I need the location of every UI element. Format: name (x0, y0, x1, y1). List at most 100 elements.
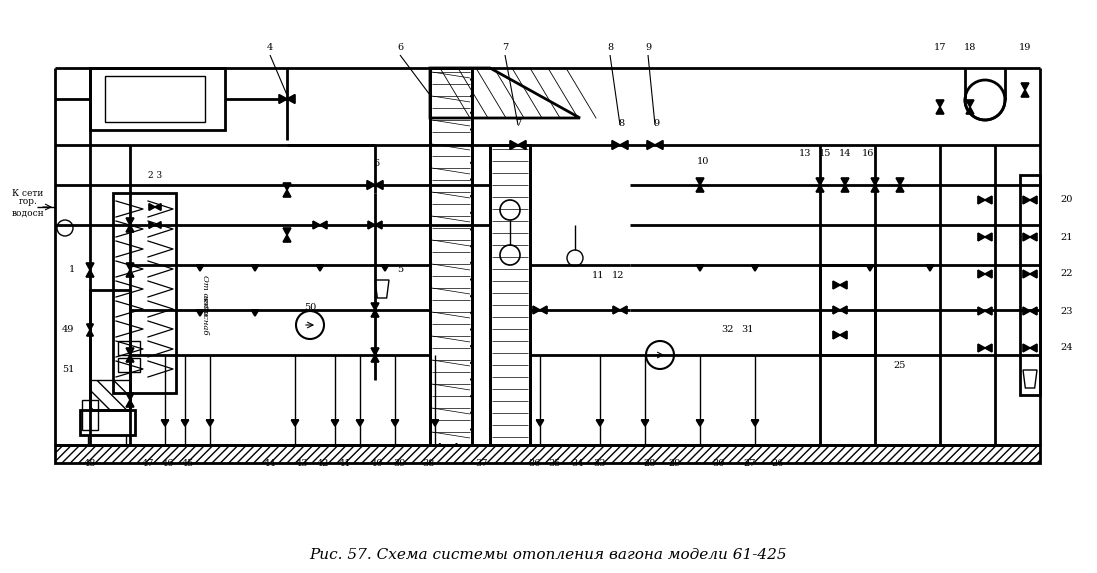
Polygon shape (1030, 344, 1037, 352)
Text: 7: 7 (514, 119, 521, 128)
Bar (55, 445, 1040, 463)
Text: От сети: От сети (201, 274, 210, 315)
Text: водосн: водосн (12, 209, 44, 218)
Polygon shape (871, 185, 879, 192)
Polygon shape (87, 324, 93, 330)
Polygon shape (936, 100, 943, 107)
Polygon shape (155, 222, 161, 228)
Text: 47: 47 (142, 458, 155, 468)
Polygon shape (331, 420, 339, 426)
Polygon shape (382, 265, 388, 271)
Text: 16: 16 (862, 148, 874, 158)
Text: 24: 24 (1060, 343, 1073, 352)
Polygon shape (840, 281, 847, 289)
Text: 28: 28 (644, 458, 656, 468)
Text: 19: 19 (1019, 44, 1031, 53)
Polygon shape (287, 95, 295, 103)
Polygon shape (642, 420, 648, 426)
Text: 34: 34 (572, 458, 585, 468)
Polygon shape (966, 100, 974, 107)
Text: 44: 44 (263, 458, 276, 468)
Text: 1: 1 (69, 265, 75, 274)
Polygon shape (126, 218, 134, 225)
Polygon shape (979, 270, 985, 278)
Polygon shape (655, 140, 663, 150)
Polygon shape (751, 420, 759, 426)
Polygon shape (126, 263, 134, 270)
Text: 36: 36 (528, 458, 540, 468)
Polygon shape (392, 420, 398, 426)
Polygon shape (181, 420, 189, 426)
Bar (118, 341, 140, 355)
Polygon shape (367, 180, 375, 190)
Text: 8: 8 (618, 119, 624, 128)
Bar (490, 145, 530, 445)
Polygon shape (357, 420, 363, 426)
Bar (1020, 175, 1040, 395)
Bar (105, 76, 205, 122)
Polygon shape (985, 307, 992, 315)
Polygon shape (313, 221, 320, 229)
Bar (491, 147, 528, 443)
Text: 9: 9 (653, 119, 659, 128)
Polygon shape (283, 190, 291, 197)
Text: 5: 5 (397, 265, 403, 274)
Bar (118, 358, 140, 372)
Polygon shape (126, 400, 134, 407)
Polygon shape (126, 348, 134, 355)
Text: 51: 51 (61, 366, 75, 375)
Bar (432, 70, 470, 443)
Polygon shape (283, 183, 291, 190)
Text: 6: 6 (373, 159, 380, 167)
Polygon shape (985, 344, 992, 352)
Polygon shape (320, 221, 327, 229)
Polygon shape (536, 420, 544, 426)
Polygon shape (540, 306, 547, 314)
Polygon shape (697, 420, 703, 426)
Polygon shape (1024, 233, 1030, 241)
Polygon shape (196, 265, 204, 271)
Polygon shape (612, 140, 620, 150)
Text: 27: 27 (744, 458, 756, 468)
Text: 4: 4 (267, 42, 273, 52)
Polygon shape (1030, 307, 1037, 315)
Polygon shape (926, 265, 934, 271)
Polygon shape (985, 270, 992, 278)
Text: 39: 39 (393, 458, 405, 468)
Polygon shape (833, 331, 840, 339)
Polygon shape (87, 330, 93, 336)
Polygon shape (833, 306, 840, 314)
Polygon shape (375, 221, 382, 229)
Polygon shape (283, 235, 291, 242)
Polygon shape (1021, 83, 1029, 90)
Polygon shape (126, 270, 134, 277)
Polygon shape (816, 178, 824, 185)
Polygon shape (149, 203, 155, 210)
Polygon shape (283, 228, 291, 235)
Text: 9: 9 (645, 42, 651, 52)
Text: 42: 42 (317, 458, 329, 468)
Polygon shape (87, 263, 94, 270)
Text: Рис. 57. Схема системы отопления вагона модели 61-425: Рис. 57. Схема системы отопления вагона … (309, 548, 787, 562)
Polygon shape (371, 310, 378, 317)
Polygon shape (251, 265, 259, 271)
Polygon shape (375, 180, 383, 190)
Bar (90, 380, 131, 410)
Polygon shape (1024, 344, 1030, 352)
Text: 50: 50 (304, 304, 316, 312)
Text: 43: 43 (296, 458, 308, 468)
Text: 37: 37 (476, 458, 488, 468)
Bar (430, 68, 472, 445)
Text: 31: 31 (742, 325, 755, 335)
Polygon shape (371, 355, 378, 362)
Text: 18: 18 (964, 44, 976, 53)
Polygon shape (431, 420, 439, 426)
Text: 45: 45 (182, 458, 194, 468)
Polygon shape (126, 225, 134, 232)
Polygon shape (979, 307, 985, 315)
Polygon shape (896, 185, 904, 192)
Polygon shape (867, 265, 873, 271)
Polygon shape (841, 185, 849, 192)
Polygon shape (533, 306, 540, 314)
Polygon shape (697, 185, 704, 192)
